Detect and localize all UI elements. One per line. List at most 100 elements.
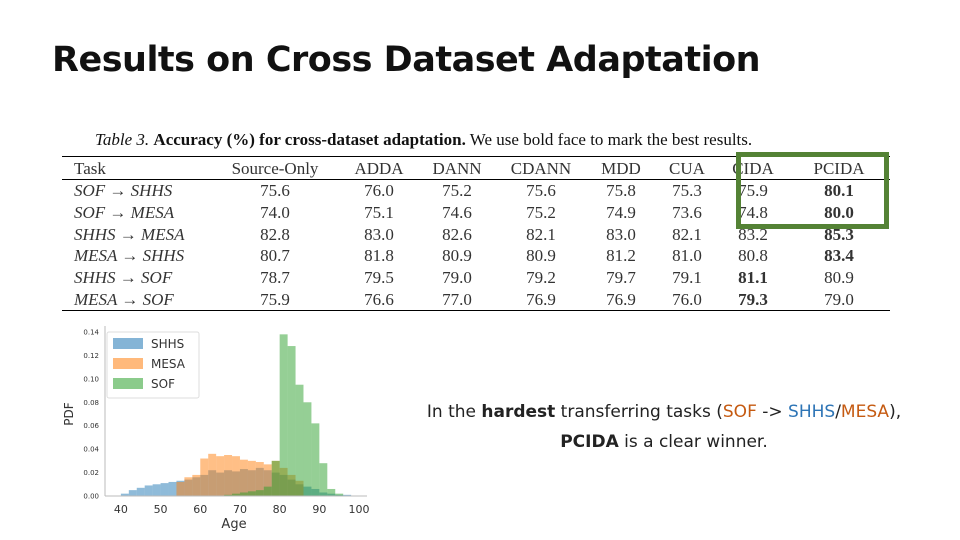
- table-row: SOF → SHHS 75.6 76.0 75.2 75.6 75.8 75.3 75.9 80…: [62, 180, 890, 202]
- hist-bar-shhs: [152, 484, 161, 496]
- y-axis-label: PDF: [62, 402, 76, 425]
- y-tick-label: 0.02: [83, 469, 99, 477]
- value-cell: 75.8: [606, 181, 636, 201]
- hist-bar-sof: [255, 490, 264, 496]
- caption-text-1: In the: [426, 402, 482, 422]
- value-cell: 75.2: [526, 203, 556, 223]
- hist-bar-mesa: [224, 455, 233, 496]
- pcida-highlight-box: [736, 152, 889, 229]
- value-cell: 75.6: [526, 181, 556, 201]
- y-tick-label: 0.08: [83, 399, 99, 407]
- hist-bar-sof: [279, 334, 288, 496]
- caption-mesa: MESA: [840, 402, 890, 422]
- value-cell: 79.1: [672, 268, 702, 288]
- value-cell: 75.2: [442, 181, 472, 201]
- caption-sof: SOF: [722, 402, 757, 422]
- value-cell: 83.2: [738, 224, 768, 244]
- hist-bar-shhs: [120, 493, 129, 496]
- header-task: Task: [62, 156, 210, 180]
- caption-shhs: SHHS: [788, 402, 836, 422]
- value-cell: 80.0: [824, 203, 854, 223]
- value-cell: 75.6: [260, 181, 290, 201]
- hist-bar-sof: [239, 492, 248, 496]
- hist-bar-shhs: [144, 485, 153, 496]
- value-cell: 75.3: [672, 181, 702, 201]
- x-tick-label: 100: [349, 503, 370, 516]
- header-cida: CIDA: [718, 156, 788, 180]
- value-cell: 76.9: [496, 288, 586, 312]
- x-tick-label: 40: [114, 503, 128, 516]
- legend-swatch-sof: [113, 378, 143, 389]
- value-cell: 79.3: [718, 288, 788, 312]
- table-row: SOF → MESA 74.0 75.1 74.6 75.2 74.9 73.6 74.8 80…: [62, 202, 890, 224]
- header-mdd: MDD: [586, 156, 656, 180]
- caption-text-2: transferring tasks (: [555, 402, 723, 422]
- table-caption-rest: We use bold face to mark the best result…: [469, 130, 753, 149]
- value-cell: 73.6: [672, 203, 702, 223]
- hist-bar-sof: [271, 460, 280, 496]
- header-source-only: Source-Only: [210, 156, 340, 180]
- hist-bar-mesa: [232, 456, 240, 496]
- caption-line-1: In the hardest transferring tasks (SOF -…: [388, 397, 940, 427]
- value-cell: 77.0: [418, 288, 496, 312]
- hist-bar-sof: [232, 493, 240, 496]
- table-caption-bold: Accuracy (%) for cross-dataset adaptatio…: [153, 130, 466, 149]
- table-row: MESA → SOF 75.9 76.6 77.0 76.9 76.9 76.0 79.3 79…: [62, 288, 890, 312]
- value-cell: 74.8: [738, 203, 768, 223]
- header-cdann: CDANN: [496, 156, 586, 180]
- legend-label-shhs: SHHS: [151, 337, 184, 351]
- value-cell: 81.1: [738, 268, 768, 288]
- hist-bar-mesa: [176, 481, 185, 496]
- legend-swatch-shhs: [113, 338, 143, 349]
- hist-bar-shhs: [128, 490, 137, 496]
- value-cell: 76.0: [656, 288, 718, 312]
- value-cell: 80.9: [442, 246, 472, 266]
- hist-bar-sof: [319, 463, 328, 496]
- slide-title: Results on Cross Dataset Adaptation: [52, 40, 761, 80]
- y-tick-label: 0.10: [83, 375, 99, 383]
- value-cell: 83.0: [364, 224, 394, 244]
- header-adda: ADDA: [340, 156, 418, 180]
- caption-arrow: ->: [756, 402, 789, 422]
- hist-bar-shhs: [343, 494, 352, 496]
- hist-bar-sof: [263, 486, 272, 496]
- task-cell: SOF → MESA: [74, 203, 175, 223]
- value-cell: 80.1: [824, 181, 854, 201]
- value-cell: 83.4: [824, 246, 854, 266]
- y-tick-label: 0.14: [83, 329, 99, 337]
- value-cell: 75.9: [738, 181, 768, 201]
- task-cell: SHHS → MESA: [74, 224, 185, 244]
- hist-bar-shhs: [168, 481, 177, 496]
- task-cell: SOF → SHHS: [74, 181, 173, 201]
- header-dann: DANN: [418, 156, 496, 180]
- caption-text-4: is a clear winner.: [618, 432, 768, 452]
- value-cell: 82.8: [260, 224, 290, 244]
- x-tick-label: 50: [154, 503, 168, 516]
- value-cell: 80.7: [260, 246, 290, 266]
- legend-swatch-mesa: [113, 358, 143, 369]
- header-cua: CUA: [656, 156, 718, 180]
- value-cell: 78.7: [260, 268, 290, 288]
- x-axis-label: Age: [221, 517, 246, 532]
- hist-bar-sof: [287, 346, 296, 496]
- value-cell: 76.6: [340, 288, 418, 312]
- results-table: Task Source-Only ADDA DANN CDANN MDD CUA…: [62, 156, 890, 312]
- hist-bar-sof: [327, 488, 336, 496]
- hist-bar-mesa: [200, 458, 209, 496]
- y-tick-label: 0.00: [83, 493, 99, 501]
- value-cell: 76.0: [364, 181, 394, 201]
- header-pcida: PCIDA: [788, 156, 890, 180]
- table-row: SHHS → SOF 78.7 79.5 79.0 79.2 79.7 79.1 81.1 80…: [62, 267, 890, 289]
- hist-bar-mesa: [255, 462, 264, 496]
- slide-caption: In the hardest transferring tasks (SOF -…: [388, 397, 940, 457]
- value-cell: 82.6: [442, 224, 472, 244]
- y-tick-label: 0.12: [83, 352, 99, 360]
- value-cell: 79.2: [526, 268, 556, 288]
- value-cell: 81.2: [606, 246, 636, 266]
- hist-bar-mesa: [184, 477, 193, 496]
- caption-line-2: PCIDA is a clear winner.: [388, 427, 940, 457]
- hist-bar-mesa: [239, 459, 248, 496]
- x-tick-label: 70: [233, 503, 247, 516]
- hist-bar-sof: [311, 423, 320, 496]
- value-cell: 79.5: [364, 268, 394, 288]
